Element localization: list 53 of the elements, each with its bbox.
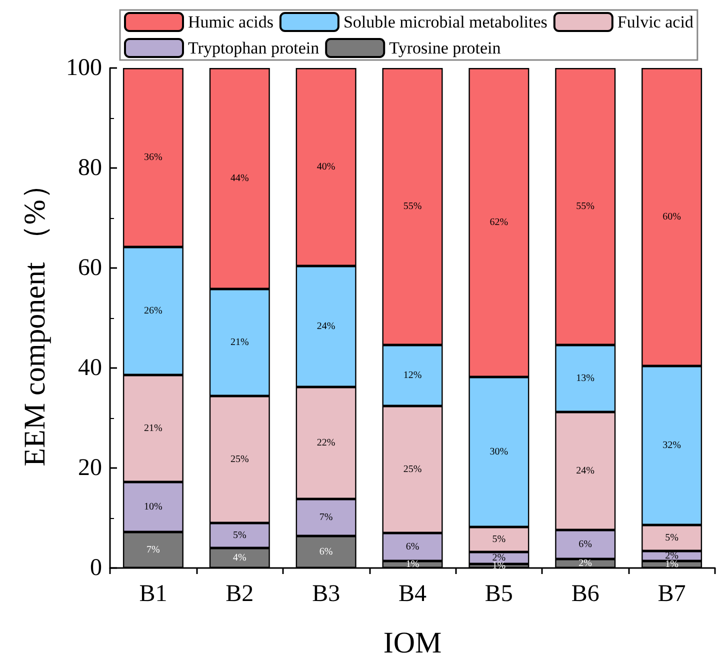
y-tick-label: 60 bbox=[78, 255, 102, 281]
data-label: 7% bbox=[146, 544, 160, 556]
data-label: 40% bbox=[316, 162, 336, 172]
data-label: 60% bbox=[662, 212, 681, 222]
x-tick-label: B1 bbox=[139, 581, 168, 607]
y-tick-label: 100 bbox=[66, 55, 102, 81]
data-label: 24% bbox=[316, 321, 336, 332]
data-label: 6% bbox=[406, 542, 420, 552]
legend-label: Tryptophan protein bbox=[188, 38, 320, 58]
data-label: 12% bbox=[403, 370, 422, 381]
data-label: 62% bbox=[490, 217, 508, 228]
data-label: 4% bbox=[232, 552, 246, 564]
x-tick-label: B7 bbox=[658, 581, 686, 607]
data-label: 6% bbox=[319, 546, 333, 558]
legend-label: Soluble microbial metabolites bbox=[343, 12, 548, 32]
y-tick-label: 0 bbox=[90, 555, 102, 581]
data-label: 26% bbox=[144, 306, 162, 316]
x-tick-label: B5 bbox=[484, 581, 513, 607]
data-label: 24% bbox=[576, 466, 595, 476]
legend-label: Tyrosine protein bbox=[389, 38, 502, 58]
data-label: 44% bbox=[230, 173, 249, 184]
x-tick-label: B4 bbox=[398, 581, 427, 607]
y-axis-title: EEM component （%） bbox=[18, 170, 52, 466]
data-label: 5% bbox=[665, 532, 678, 544]
data-label: 25% bbox=[230, 454, 249, 465]
data-label: 10% bbox=[144, 502, 162, 512]
data-label: 25% bbox=[403, 464, 422, 475]
y-tick-label: 20 bbox=[78, 455, 102, 481]
data-label: 6% bbox=[578, 539, 592, 550]
legend-label: Fulvic acid bbox=[617, 12, 694, 32]
data-label: 21% bbox=[144, 423, 162, 434]
data-label: 36% bbox=[144, 152, 162, 163]
x-axis-title: IOM bbox=[383, 626, 442, 660]
legend-label: Humic acids bbox=[188, 12, 274, 32]
data-label: 2% bbox=[492, 552, 506, 564]
data-label: 5% bbox=[492, 534, 506, 545]
data-label: 32% bbox=[662, 440, 681, 451]
data-label: 2% bbox=[578, 558, 592, 569]
data-label: 55% bbox=[403, 201, 422, 212]
data-label: 5% bbox=[232, 530, 246, 541]
x-tick-label: B3 bbox=[312, 581, 340, 607]
data-label: 13% bbox=[576, 373, 595, 384]
data-label: 1% bbox=[492, 560, 506, 572]
y-tick-label: 80 bbox=[78, 155, 102, 181]
data-label: 22% bbox=[316, 438, 336, 448]
data-label: 2% bbox=[665, 550, 678, 562]
data-label: 30% bbox=[490, 446, 508, 458]
y-tick-label: 40 bbox=[78, 355, 102, 381]
data-label: 55% bbox=[576, 201, 595, 212]
data-label: 7% bbox=[319, 512, 333, 523]
data-label: 21% bbox=[230, 337, 249, 348]
x-tick-label: B2 bbox=[226, 581, 254, 607]
x-tick-label: B6 bbox=[571, 581, 600, 607]
